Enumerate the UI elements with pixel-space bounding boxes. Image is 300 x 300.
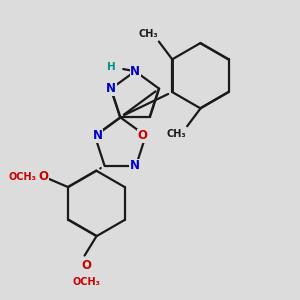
Text: O: O: [81, 260, 91, 272]
Text: O: O: [39, 170, 49, 183]
Text: CH₃: CH₃: [167, 129, 187, 139]
Text: CH₃: CH₃: [139, 29, 158, 39]
Text: N: N: [93, 129, 103, 142]
Text: N: N: [106, 82, 116, 95]
Text: OCH₃: OCH₃: [72, 277, 100, 287]
Text: H: H: [107, 62, 116, 72]
Text: N: N: [130, 159, 140, 172]
Text: N: N: [130, 65, 140, 78]
Text: O: O: [138, 129, 148, 142]
Text: OCH₃: OCH₃: [8, 172, 36, 182]
